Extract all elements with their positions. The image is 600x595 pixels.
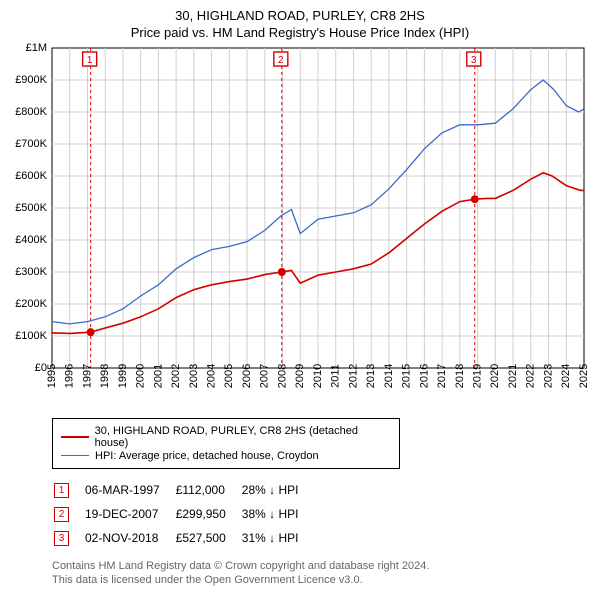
svg-text:2005: 2005 [223, 364, 235, 388]
tx-date: 02-NOV-2018 [85, 527, 174, 549]
svg-text:£400K: £400K [15, 234, 47, 246]
svg-text:2011: 2011 [330, 364, 342, 388]
svg-text:1999: 1999 [117, 364, 129, 388]
tx-delta: 28% ↓ HPI [242, 479, 313, 501]
svg-text:2016: 2016 [418, 364, 430, 388]
svg-text:3: 3 [471, 55, 477, 66]
tx-row: 302-NOV-2018£527,50031% ↓ HPI [54, 527, 312, 549]
svg-text:2020: 2020 [489, 364, 501, 388]
svg-text:2: 2 [278, 55, 284, 66]
svg-text:1: 1 [87, 55, 93, 66]
chart-title: 30, HIGHLAND ROAD, PURLEY, CR8 2HS Price… [8, 8, 592, 42]
chart-svg: £0£100K£200K£300K£400K£500K£600K£700K£80… [8, 42, 592, 412]
svg-text:£1M: £1M [26, 42, 47, 54]
tx-price: £527,500 [176, 527, 240, 549]
tx-marker: 3 [54, 527, 83, 549]
svg-text:2019: 2019 [472, 364, 484, 388]
tx-date: 06-MAR-1997 [85, 479, 174, 501]
tx-delta: 38% ↓ HPI [242, 503, 313, 525]
tx-marker: 1 [54, 479, 83, 501]
svg-text:2023: 2023 [542, 364, 554, 388]
attrib-line2: This data is licensed under the Open Gov… [52, 573, 592, 587]
legend: 30, HIGHLAND ROAD, PURLEY, CR8 2HS (deta… [52, 418, 400, 469]
chart-area: £0£100K£200K£300K£400K£500K£600K£700K£80… [8, 42, 592, 412]
svg-text:2009: 2009 [294, 364, 306, 388]
svg-text:£300K: £300K [15, 266, 47, 278]
legend-swatch-property [61, 436, 89, 438]
svg-text:1997: 1997 [81, 364, 93, 388]
svg-text:£500K: £500K [15, 202, 47, 214]
legend-label-hpi: HPI: Average price, detached house, Croy… [95, 450, 319, 462]
svg-text:2024: 2024 [560, 364, 572, 388]
svg-text:£700K: £700K [15, 138, 47, 150]
tx-price: £299,950 [176, 503, 240, 525]
tx-delta: 31% ↓ HPI [242, 527, 313, 549]
svg-text:£800K: £800K [15, 106, 47, 118]
svg-text:2017: 2017 [436, 364, 448, 388]
svg-text:£600K: £600K [15, 170, 47, 182]
svg-text:2002: 2002 [170, 364, 182, 388]
tx-date: 19-DEC-2007 [85, 503, 174, 525]
svg-text:2003: 2003 [188, 364, 200, 388]
svg-text:2012: 2012 [347, 364, 359, 388]
title-line1: 30, HIGHLAND ROAD, PURLEY, CR8 2HS [8, 8, 592, 25]
svg-text:£200K: £200K [15, 298, 47, 310]
legend-row-hpi: HPI: Average price, detached house, Croy… [61, 450, 391, 462]
legend-label-property: 30, HIGHLAND ROAD, PURLEY, CR8 2HS (deta… [95, 425, 391, 449]
attribution: Contains HM Land Registry data © Crown c… [52, 559, 592, 588]
legend-swatch-hpi [61, 455, 89, 456]
title-line2: Price paid vs. HM Land Registry's House … [8, 25, 592, 42]
transactions-table: 106-MAR-1997£112,00028% ↓ HPI219-DEC-200… [52, 477, 314, 551]
tx-row: 219-DEC-2007£299,95038% ↓ HPI [54, 503, 312, 525]
svg-text:2014: 2014 [383, 364, 395, 388]
attrib-line1: Contains HM Land Registry data © Crown c… [52, 559, 592, 573]
svg-text:2008: 2008 [276, 364, 288, 388]
svg-text:2021: 2021 [507, 364, 519, 388]
svg-text:2000: 2000 [135, 364, 147, 388]
tx-price: £112,000 [176, 479, 240, 501]
svg-text:1996: 1996 [64, 364, 76, 388]
svg-text:2004: 2004 [206, 364, 218, 388]
svg-text:£100K: £100K [15, 330, 47, 342]
tx-row: 106-MAR-1997£112,00028% ↓ HPI [54, 479, 312, 501]
svg-text:2022: 2022 [525, 364, 537, 388]
svg-text:£900K: £900K [15, 74, 47, 86]
svg-text:2025: 2025 [578, 364, 590, 388]
svg-text:2015: 2015 [401, 364, 413, 388]
legend-row-property: 30, HIGHLAND ROAD, PURLEY, CR8 2HS (deta… [61, 425, 391, 449]
svg-text:2006: 2006 [241, 364, 253, 388]
svg-text:2007: 2007 [259, 364, 271, 388]
svg-text:2018: 2018 [454, 364, 466, 388]
svg-text:1995: 1995 [46, 364, 58, 388]
svg-text:2013: 2013 [365, 364, 377, 388]
svg-text:1998: 1998 [99, 364, 111, 388]
tx-marker: 2 [54, 503, 83, 525]
svg-text:2010: 2010 [312, 364, 324, 388]
svg-text:2001: 2001 [152, 364, 164, 388]
